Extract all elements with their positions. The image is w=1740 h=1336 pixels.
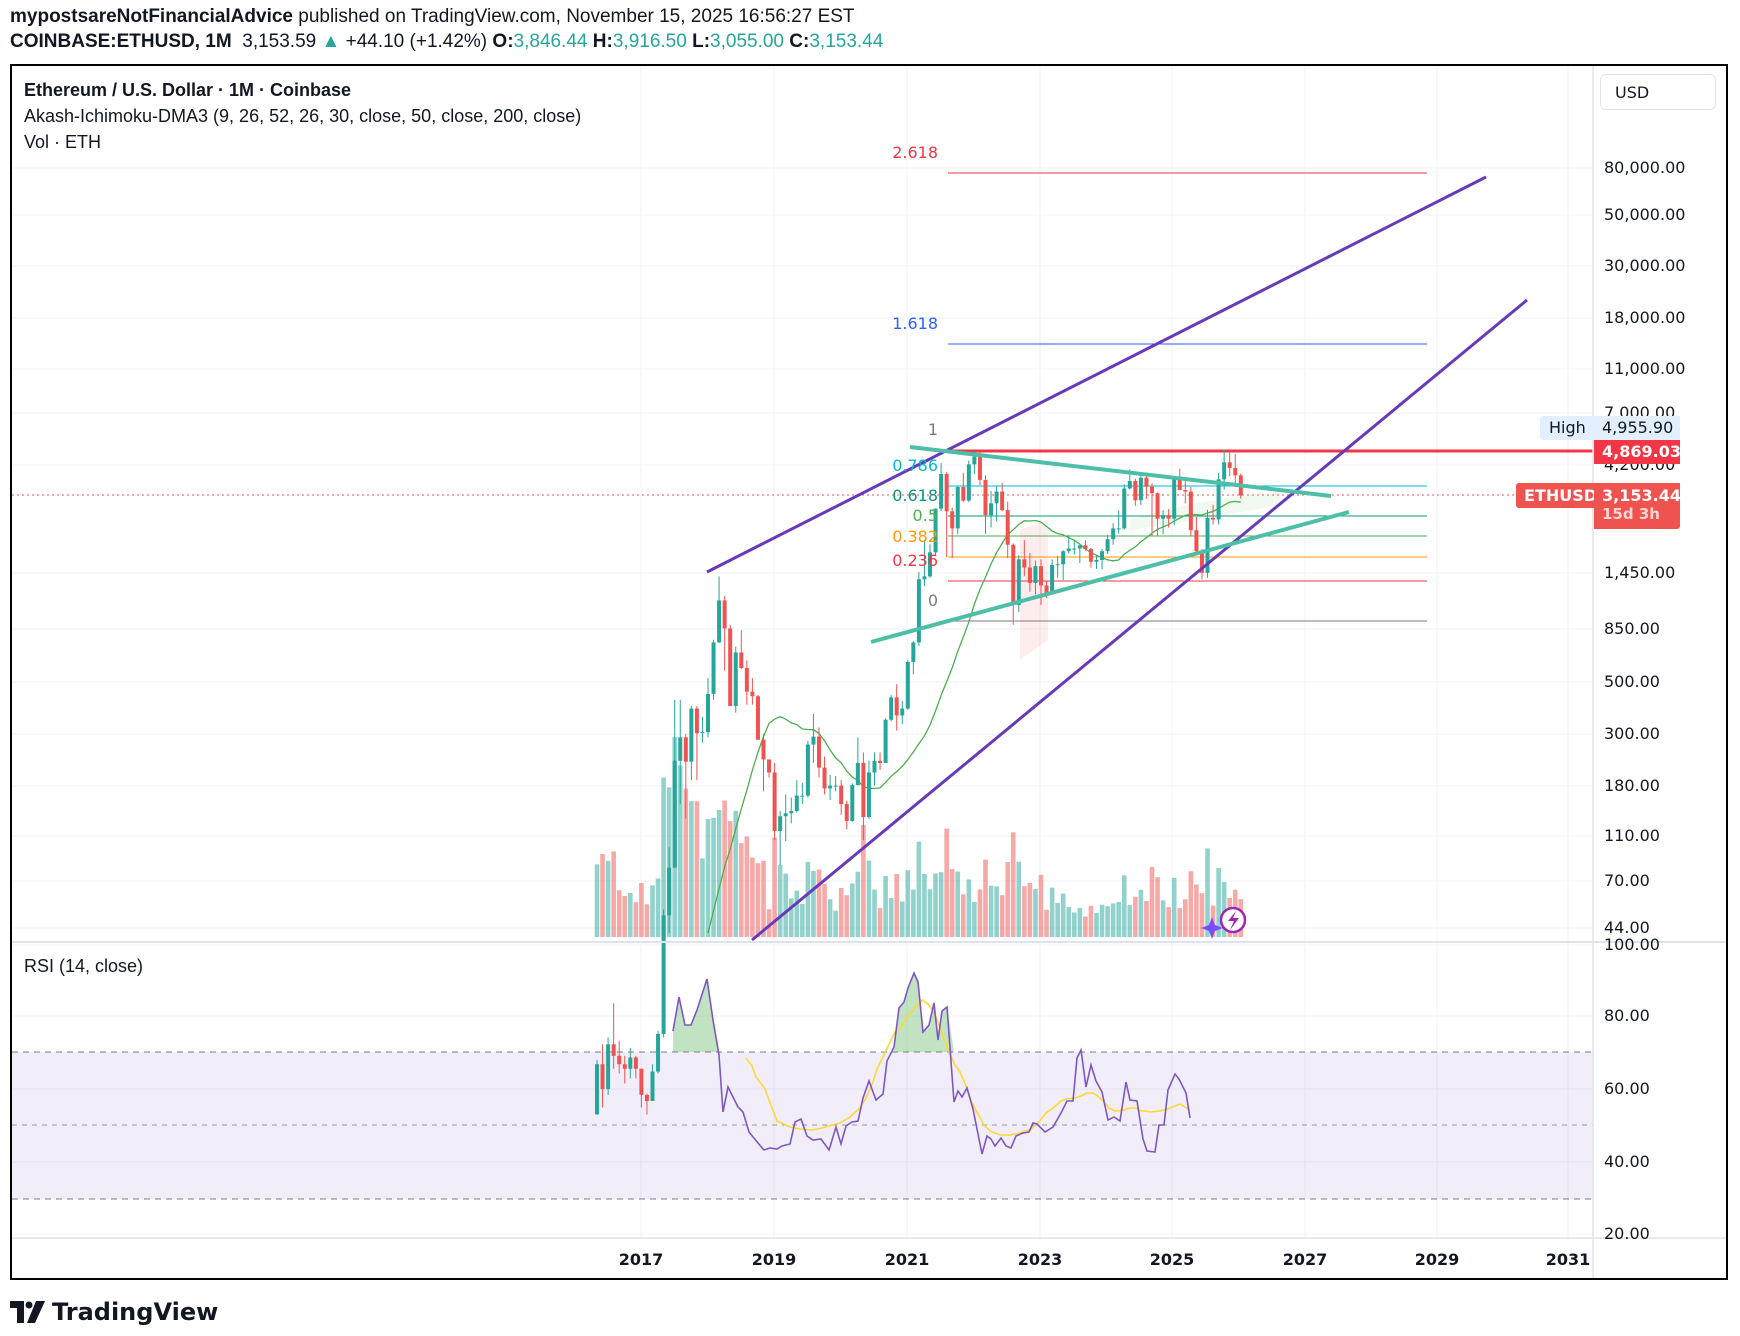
grid-lines	[12, 66, 1593, 1238]
symbol-label: COINBASE:ETHUSD, 1M	[10, 31, 232, 52]
rsi-legend[interactable]: RSI (14, close)	[24, 956, 144, 976]
price-tick-label: 50,000.00	[1604, 205, 1686, 224]
price-tick-label: 30,000.00	[1604, 256, 1686, 275]
symbol-ohlc-bar: COINBASE:ETHUSD, 1M 3,153.59 ▲ +44.10 (+…	[10, 31, 883, 53]
last-price: 3,153.59	[242, 31, 317, 52]
year-tick-label: 2027	[1282, 1250, 1328, 1269]
price-tick-label: 500.00	[1604, 672, 1660, 691]
up-arrow-icon: ▲	[321, 31, 341, 52]
ichimoku-cloud	[1020, 520, 1048, 660]
channel-upper-line[interactable]	[706, 175, 1487, 574]
price-tick-label: 850.00	[1604, 619, 1660, 638]
year-tick-label: 2023	[1017, 1250, 1063, 1269]
year-tick-label: 2025	[1149, 1250, 1195, 1269]
price-change: +44.10 (+1.42%)	[345, 31, 488, 52]
publish-text: published on TradingView.com, November 1…	[292, 6, 855, 27]
open-label: O:	[492, 31, 514, 52]
hline-price-tag: 4,869.03	[1594, 440, 1681, 464]
low-value: 3,055.00	[710, 31, 784, 52]
price-tick-label: 70.00	[1604, 871, 1650, 890]
rsi-tick-label: 80.00	[1604, 1006, 1650, 1025]
price-tick-label: 110.00	[1604, 826, 1660, 845]
high-label: H:	[592, 31, 613, 52]
indicator-legend[interactable]: Akash-Ichimoku-DMA3 (9, 26, 52, 26, 30, …	[24, 106, 582, 126]
low-label: L:	[692, 31, 711, 52]
price-tick-label: 180.00	[1604, 776, 1660, 795]
rsi-tick-label: 100.00	[1604, 935, 1660, 954]
open-value: 3,846.44	[513, 31, 588, 52]
symbol-price-tag: ETHUSD	[1516, 483, 1597, 508]
chart-frame	[10, 64, 1728, 1280]
triangle-upper-line[interactable]	[909, 445, 1332, 498]
ichimoku-cloud	[1130, 492, 1280, 530]
high-tag-value: 4,955.90	[1594, 416, 1680, 440]
tradingview-logo-text: TradingView	[52, 1298, 219, 1326]
fib-level-label: 0.382	[892, 527, 938, 546]
year-tick-label: 2021	[884, 1250, 930, 1269]
high-tag-label: High	[1540, 416, 1604, 440]
candlesticks	[595, 449, 1243, 1115]
rsi-overbought-fill	[673, 973, 954, 1052]
year-tick-label: 2029	[1414, 1250, 1460, 1269]
fib-level-label: 0.236	[892, 551, 938, 570]
moving-average-line	[707, 500, 1241, 934]
chart-title[interactable]: Ethereum / U.S. Dollar · 1M · Coinbase	[24, 80, 352, 100]
rsi-line	[672, 970, 1191, 1155]
tradingview-logo[interactable]: TradingView	[10, 1298, 218, 1326]
rsi-tick-label: 60.00	[1604, 1079, 1650, 1098]
price-tick-label: 300.00	[1604, 724, 1660, 743]
price-tick-label: 80,000.00	[1604, 158, 1686, 177]
fib-level-label: 0	[927, 591, 938, 610]
price-tick-label: 1,450.00	[1604, 563, 1676, 582]
tradingview-logo-icon	[10, 1301, 45, 1323]
last-price-tag: 3,153.44 15d 3h	[1594, 483, 1681, 529]
fib-level-label: 0.618	[892, 486, 938, 505]
fib-level-label: 1.618	[892, 314, 938, 333]
publish-info: mypostsareNotFinancialAdvice published o…	[10, 6, 855, 28]
currency-button[interactable]: USD	[1600, 74, 1716, 110]
price-tick-label: 44.00	[1604, 918, 1650, 937]
close-value: 3,153.44	[809, 31, 884, 52]
channel-lower-line[interactable]	[751, 298, 1528, 942]
price-tick-label: 18,000.00	[1604, 308, 1686, 327]
year-tick-label: 2031	[1545, 1250, 1591, 1269]
fib-level-label: 1	[927, 420, 938, 439]
author-name[interactable]: mypostsareNotFinancialAdvice	[10, 6, 293, 27]
fib-level-label: 2.618	[892, 143, 938, 162]
volume-bars	[594, 737, 1244, 937]
high-value: 3,916.50	[612, 31, 687, 52]
bar-countdown: 15d 3h	[1602, 505, 1660, 523]
close-label: C:	[789, 31, 810, 52]
volume-legend[interactable]: Vol · ETH	[24, 132, 102, 152]
last-price-value: 3,153.44	[1602, 486, 1681, 505]
rsi-ma-line	[745, 998, 1191, 1136]
fib-level-label: 0.5	[912, 506, 938, 525]
year-tick-label: 2017	[618, 1250, 664, 1269]
fib-retracement	[948, 172, 1427, 622]
fib-level-label: 0.786	[892, 456, 938, 475]
year-tick-label: 2019	[751, 1250, 797, 1269]
rsi-tick-label: 20.00	[1604, 1224, 1650, 1243]
lightning-icon[interactable]	[1201, 906, 1247, 939]
triangle-lower-line[interactable]	[870, 510, 1350, 644]
rsi-tick-label: 40.00	[1604, 1152, 1650, 1171]
price-tick-label: 11,000.00	[1604, 359, 1686, 378]
